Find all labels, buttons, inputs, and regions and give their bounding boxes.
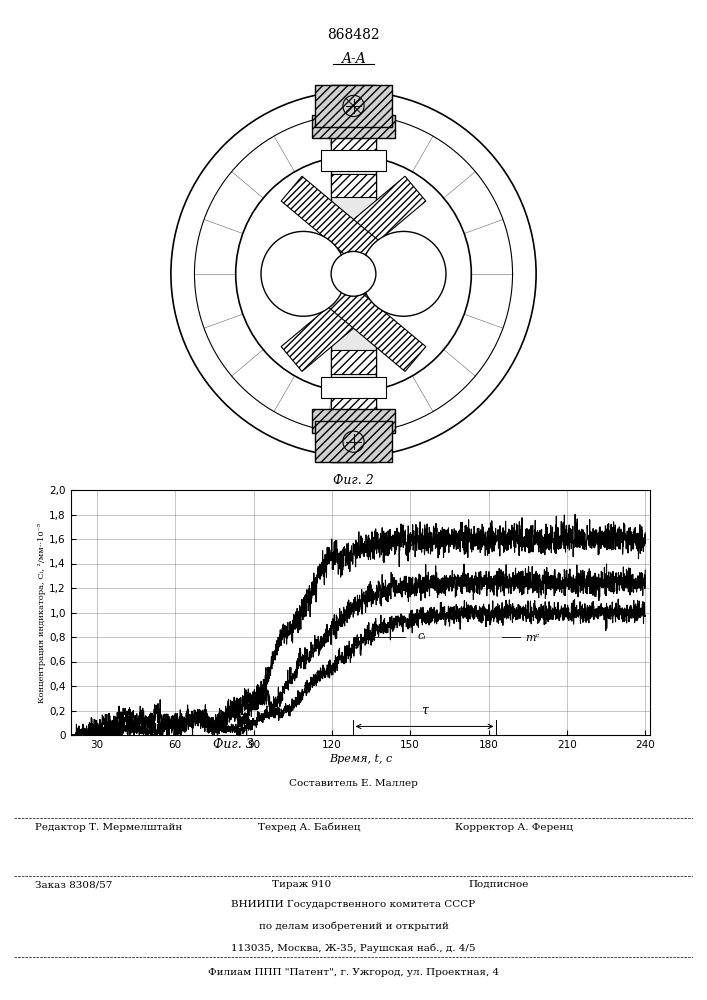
FancyBboxPatch shape xyxy=(331,174,376,197)
Text: cᵢ: cᵢ xyxy=(418,631,426,641)
Text: Заказ 8308/57: Заказ 8308/57 xyxy=(35,880,112,889)
Text: Тираж 910: Тираж 910 xyxy=(272,880,332,889)
Text: Составитель Е. Маллер: Составитель Е. Маллер xyxy=(289,779,418,788)
Polygon shape xyxy=(281,282,379,371)
FancyBboxPatch shape xyxy=(312,409,395,433)
Circle shape xyxy=(331,251,376,296)
Text: ВНИИПИ Государственного комитета СССР: ВНИИПИ Государственного комитета СССР xyxy=(231,900,476,909)
Polygon shape xyxy=(281,176,379,265)
Text: Подписное: Подписное xyxy=(469,880,530,889)
FancyBboxPatch shape xyxy=(331,427,376,462)
Y-axis label: Концентрация индикатора, Cᵢ, ²/мм··10⁻⁵: Концентрация индикатора, Cᵢ, ²/мм··10⁻⁵ xyxy=(38,522,47,703)
Text: Фиг. 3: Фиг. 3 xyxy=(213,738,254,751)
FancyBboxPatch shape xyxy=(312,115,395,138)
FancyBboxPatch shape xyxy=(331,85,376,462)
FancyBboxPatch shape xyxy=(321,377,386,398)
Text: Фиг. 2: Фиг. 2 xyxy=(333,474,374,487)
Text: по делам изобретений и открытий: по делам изобретений и открытий xyxy=(259,922,448,931)
Text: A-A: A-A xyxy=(341,52,366,66)
FancyBboxPatch shape xyxy=(331,85,376,121)
Text: 868482: 868482 xyxy=(327,28,380,42)
Circle shape xyxy=(235,156,472,392)
Text: cₗ: cₗ xyxy=(598,531,607,541)
Polygon shape xyxy=(328,282,426,371)
Circle shape xyxy=(261,231,346,316)
Polygon shape xyxy=(328,176,426,265)
FancyBboxPatch shape xyxy=(321,150,386,171)
FancyBboxPatch shape xyxy=(331,132,376,156)
FancyBboxPatch shape xyxy=(315,85,392,127)
FancyBboxPatch shape xyxy=(331,392,376,415)
FancyBboxPatch shape xyxy=(331,350,376,374)
Circle shape xyxy=(361,231,446,316)
FancyBboxPatch shape xyxy=(315,421,392,462)
Text: Филиам ППП "Патент", г. Ужгород, ул. Проектная, 4: Филиам ППП "Патент", г. Ужгород, ул. Про… xyxy=(208,968,499,977)
Text: mᶜ: mᶜ xyxy=(525,633,539,643)
Text: 113035, Москва, Ж-35, Раушская наб., д. 4/5: 113035, Москва, Ж-35, Раушская наб., д. … xyxy=(231,944,476,953)
X-axis label: Время, t, c: Время, t, c xyxy=(329,754,392,764)
Text: τ: τ xyxy=(421,704,428,717)
Text: Техред А. Бабинец: Техред А. Бабинец xyxy=(259,823,361,832)
Text: Редактор Т. Мермелштайн: Редактор Т. Мермелштайн xyxy=(35,823,182,832)
Text: Корректор А. Ференц: Корректор А. Ференц xyxy=(455,823,573,832)
